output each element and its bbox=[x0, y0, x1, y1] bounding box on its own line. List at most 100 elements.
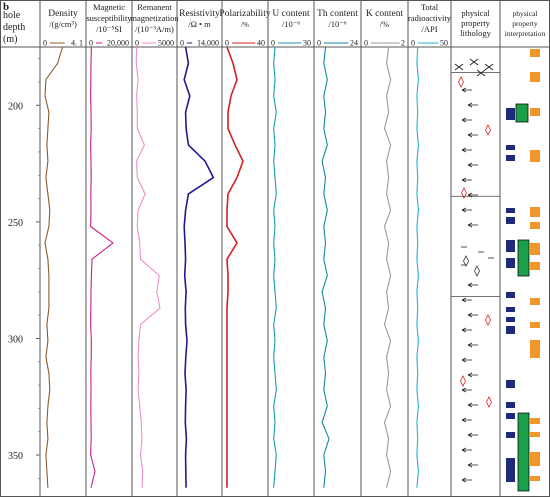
magsus-header-line: Magnetic bbox=[93, 2, 125, 12]
th-scale-max: 24 bbox=[350, 39, 358, 48]
interpretation-orange-block bbox=[530, 72, 540, 82]
density-curve bbox=[44, 46, 64, 488]
depth-tick-label: 200 bbox=[8, 101, 23, 112]
interpretation-navy-block bbox=[506, 432, 515, 438]
interpretation-header-line: property bbox=[512, 19, 538, 28]
remanent-header-line: /(10⁻³A/m) bbox=[135, 24, 174, 34]
magsus-scale-min: 0 bbox=[89, 39, 93, 48]
density-scale-min: 0 bbox=[43, 39, 47, 48]
total-curve bbox=[416, 46, 419, 488]
interpretation-navy-block bbox=[506, 145, 515, 150]
log-curves bbox=[44, 46, 419, 488]
interpretation-orange-block bbox=[530, 298, 540, 305]
th-curve bbox=[321, 46, 330, 488]
depth-header-line: depth bbox=[3, 22, 25, 33]
density-header-line: Density bbox=[48, 9, 78, 19]
lithology-dash-symbol bbox=[467, 102, 478, 108]
interpretation-navy-block bbox=[506, 402, 515, 408]
polarizability-curve bbox=[226, 46, 244, 488]
total-scale-min: 0 bbox=[411, 39, 415, 48]
lithology-diamond-symbol bbox=[486, 396, 492, 408]
lithology-dash-symbol bbox=[467, 192, 478, 198]
magsus-header-line: /10⁻⁵SI bbox=[96, 24, 122, 34]
th-header-line: Th content bbox=[317, 9, 358, 19]
k-header-line: /% bbox=[380, 19, 389, 29]
resistivity-header-line: Resistivity bbox=[179, 9, 220, 19]
remanent-curve bbox=[135, 46, 161, 488]
density-scale-max: 4. 1 bbox=[71, 39, 83, 48]
interpretation-navy-block bbox=[506, 208, 515, 213]
interpretation-navy-block bbox=[506, 413, 515, 419]
interpretation-navy-block bbox=[506, 380, 515, 388]
lithology-header-line: physical bbox=[461, 8, 490, 18]
lithology-cross-symbol bbox=[469, 58, 479, 66]
interpretation-orange-block bbox=[530, 243, 540, 255]
lithology-dash-symbol bbox=[461, 417, 472, 423]
interpretation-navy-block bbox=[506, 108, 515, 120]
th-header-line: /10⁻⁶ bbox=[328, 19, 346, 29]
interpretation-orange-block bbox=[530, 262, 540, 270]
u-scale-max: 30 bbox=[303, 39, 311, 48]
lithology-diamond-symbol bbox=[485, 314, 491, 326]
lithology-column bbox=[451, 58, 500, 483]
depth-axis: 200 250 300 350 bbox=[8, 58, 40, 479]
remanent-header-line: magnetization bbox=[130, 13, 179, 23]
interpretation-navy-block bbox=[506, 326, 515, 334]
u-scale-min: 0 bbox=[271, 39, 275, 48]
lithology-diamond-symbol bbox=[460, 375, 466, 387]
k-curve bbox=[383, 46, 392, 488]
polarizability-header-line: /% bbox=[241, 21, 249, 29]
depth-header-line: (m) bbox=[3, 34, 17, 45]
lithology-header-line: lithology bbox=[460, 28, 491, 38]
lithology-dash-symbol bbox=[467, 402, 478, 408]
interpretation-navy-block bbox=[506, 258, 515, 268]
total-scale-max: 50 bbox=[440, 39, 448, 48]
depth-tick-label: 300 bbox=[8, 334, 23, 345]
lithology-dash-symbol bbox=[467, 222, 478, 228]
interpretation-navy-block bbox=[506, 217, 515, 224]
interpretation-header-line: interpretation bbox=[505, 29, 546, 38]
lithology-diamond-symbol bbox=[461, 187, 467, 199]
lithology-dash-symbol bbox=[461, 297, 472, 303]
u-curve bbox=[273, 46, 277, 488]
depth-tick-label: 350 bbox=[8, 451, 23, 462]
panel-label: b bbox=[3, 1, 9, 13]
interpretation-navy-block bbox=[506, 240, 515, 252]
interpretation-orange-block bbox=[530, 322, 540, 328]
interpretation-navy-block bbox=[506, 292, 515, 298]
lithology-header-line: property bbox=[461, 18, 491, 28]
interpretation-header-line: physical bbox=[513, 9, 538, 18]
polarizability-scale-max: 40 bbox=[257, 39, 265, 48]
th-scale-min: 0 bbox=[317, 39, 321, 48]
interpretation-green-block bbox=[517, 412, 530, 492]
k-scale-max: 2 bbox=[401, 39, 405, 48]
u-header-line: /10⁻⁶ bbox=[282, 19, 300, 29]
resistivity-scale-min: 0 bbox=[180, 39, 184, 48]
interpretation-orange-block bbox=[530, 476, 540, 481]
interpretation-column bbox=[506, 49, 540, 492]
lithology-cross-symbol bbox=[484, 63, 494, 71]
depth-tick-label: 250 bbox=[8, 218, 23, 229]
total-header-line: /API bbox=[421, 24, 437, 34]
interpretation-navy-block bbox=[506, 155, 515, 161]
interpretation-orange-block bbox=[530, 432, 540, 437]
lithology-cross-symbol bbox=[454, 63, 464, 71]
lithology-dash-symbol bbox=[461, 327, 472, 333]
interpretation-navy-block bbox=[506, 317, 515, 322]
lithology-dash-symbol bbox=[467, 282, 478, 288]
lithology-dash-symbol bbox=[461, 87, 472, 93]
resistivity-header-line: /Ω • m bbox=[188, 19, 211, 29]
lithology-dash-symbol bbox=[461, 117, 472, 123]
lithology-dash-symbol bbox=[467, 312, 478, 318]
lithology-cross-symbol bbox=[476, 69, 486, 77]
lithology-dash-symbol bbox=[461, 207, 472, 213]
total-header-line: Total bbox=[421, 2, 439, 12]
lithology-dash-symbol bbox=[467, 432, 478, 438]
interpretation-orange-block bbox=[530, 222, 540, 229]
lithology-dash-symbol bbox=[467, 342, 478, 348]
interpretation-navy-block bbox=[506, 307, 515, 312]
lithology-dash-symbol bbox=[467, 372, 478, 378]
resistivity-scale-max: 14,000 bbox=[197, 39, 219, 48]
